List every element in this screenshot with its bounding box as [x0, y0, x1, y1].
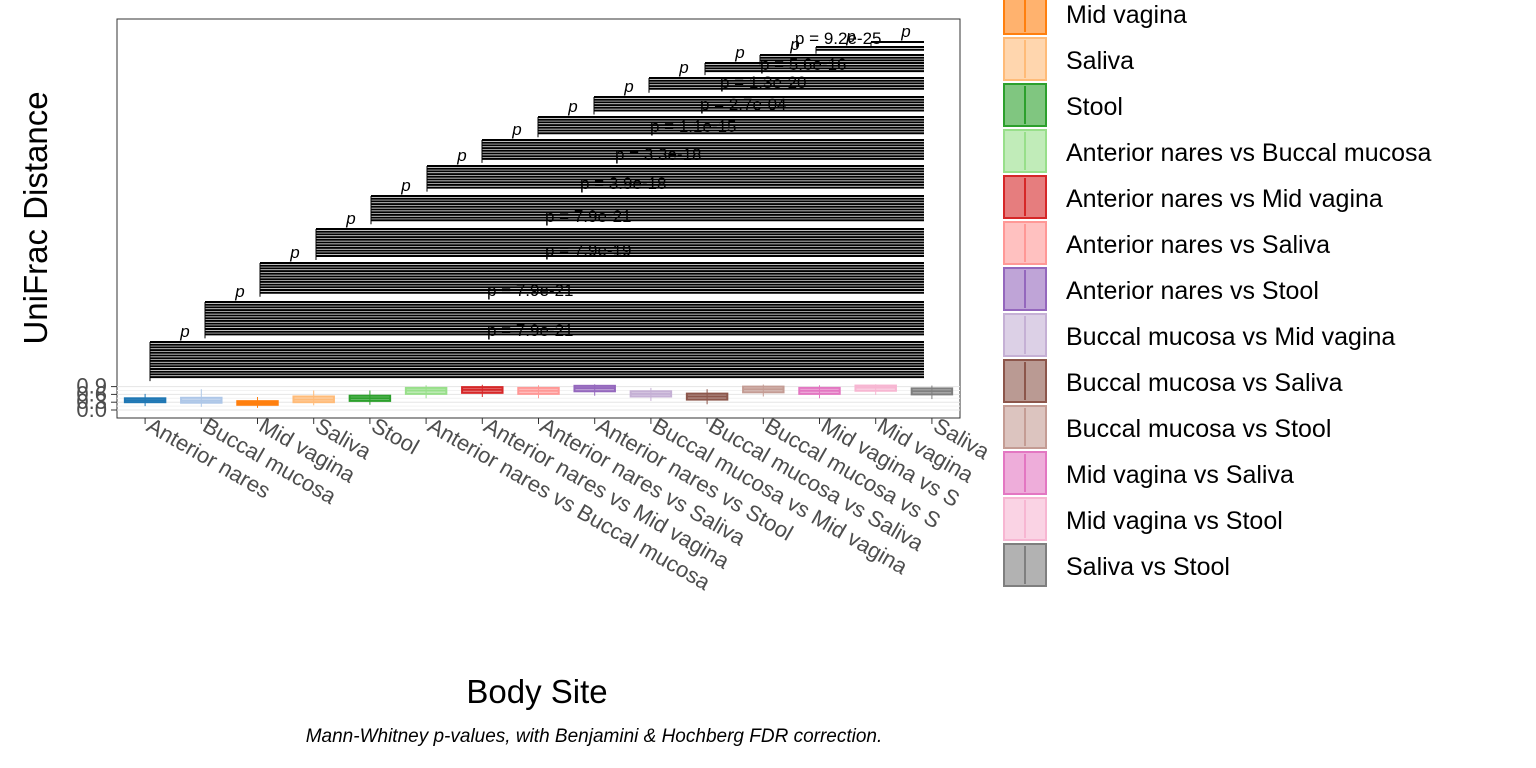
p-value-label: p = 7.9e-21: [487, 281, 574, 300]
legend-label: Anterior nares vs Mid vagina: [1066, 185, 1383, 213]
p-value-label: p = 7.9e-19: [545, 241, 632, 260]
p-value-label: p = 7.9e-21: [487, 321, 574, 340]
y-tick-label: 0.0: [76, 397, 107, 422]
y-tick-label: 0.9: [76, 374, 107, 399]
p-label: p: [234, 282, 244, 301]
p-value-label: p = 1.3e-20: [720, 73, 807, 92]
legend-label: Anterior nares vs Buccal mucosa: [1066, 139, 1432, 167]
y-axis: 0.00.30.60.9: [76, 374, 117, 422]
legend-label: Anterior nares vs Stool: [1066, 277, 1319, 305]
legend-label: Buccal mucosa vs Stool: [1066, 415, 1331, 443]
p-value-label: p = 9.2e-25: [795, 29, 882, 48]
p-label: p: [845, 27, 855, 46]
p-value-label: p = 7.9e-21: [545, 207, 632, 226]
p-label: p: [345, 209, 355, 228]
p-value-label: p = 1.1e-15: [650, 117, 737, 136]
p-label: p: [789, 35, 799, 54]
box-series: [123, 384, 954, 408]
legend-label: Mid vagina vs Saliva: [1066, 461, 1294, 489]
legend-label: Mid vagina vs Stool: [1066, 507, 1283, 535]
legend-label: Stool: [1066, 93, 1123, 121]
legend: Mid vagina Saliva Stool Anterior nares vs B…: [1003, 0, 1432, 587]
p-value-label: p = 3.3e-18: [615, 145, 702, 164]
legend-label: Buccal mucosa vs Saliva: [1066, 369, 1343, 397]
legend-label: Anterior nares vs Saliva: [1066, 231, 1330, 259]
y-axis-title: UniFrac Distance: [17, 91, 54, 344]
p-label: p: [511, 120, 521, 139]
p-value-label: p = 5.6e-16: [760, 55, 847, 74]
p-label: p: [179, 322, 189, 341]
legend-label: Saliva: [1066, 47, 1134, 75]
p-value-label: p = 3.9e-18: [580, 174, 667, 193]
p-value-label: p = 2.7e-04: [700, 95, 787, 114]
y-tick-label: 0.3: [76, 389, 107, 414]
chart-caption: Mann-Whitney p-values, with Benjamini & …: [306, 726, 883, 747]
y-tick-label: 0.6: [76, 381, 107, 406]
p-label: p: [734, 43, 744, 62]
p-label: p: [678, 58, 688, 77]
legend-label: Mid vagina: [1066, 1, 1187, 29]
p-label: p: [567, 97, 577, 116]
x-axis-title: Body Site: [466, 673, 607, 710]
legend-label: Saliva vs Stool: [1066, 553, 1230, 581]
p-label: p: [623, 77, 633, 96]
legend-label: Buccal mucosa vs Mid vagina: [1066, 323, 1395, 351]
p-label: p: [400, 176, 410, 195]
p-label: p: [456, 146, 466, 165]
p-label: p: [289, 243, 299, 262]
p-label: p: [900, 22, 910, 41]
